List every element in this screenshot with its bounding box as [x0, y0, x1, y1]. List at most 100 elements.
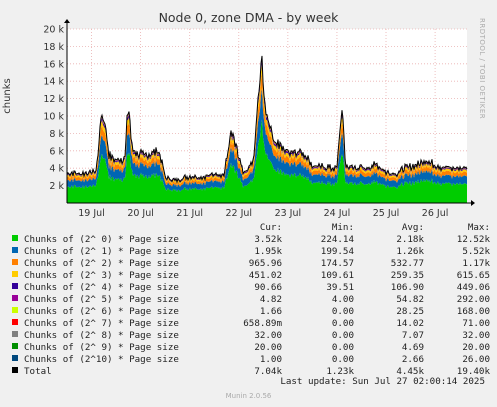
series-area-2	[67, 72, 467, 188]
legend-value-max: 292.00	[456, 294, 490, 305]
legend-row: Chunks of (2^ 7) * Page size 658.89m 0.00 1…	[12, 318, 490, 330]
y-tick-label: 6 k	[49, 146, 64, 157]
x-tick-label: 24 Jul	[324, 208, 351, 219]
legend-row: Chunks of (2^ 4) * Page size 90.66 39.51 10…	[12, 282, 490, 294]
legend-value-max: 1.17k	[462, 258, 490, 269]
legend-series-name: Chunks of (2^ 5) * Page size	[12, 294, 212, 306]
legend-row: Total 7.04k 1.23k 4.45k 19.40k	[12, 366, 490, 378]
legend-series-name: Chunks of (2^ 8) * Page size	[12, 330, 212, 342]
legend-row: Chunks of (2^ 9) * Page size 20.00 0.00 4.6…	[12, 342, 490, 354]
legend-row: Chunks of (2^ 2) * Page size 965.96 174.57…	[12, 258, 490, 270]
legend-series-name: Chunks of (2^ 3) * Page size	[12, 270, 212, 282]
legend-value-cur: 1.95k	[254, 246, 282, 257]
legend-row: Chunks of (2^ 6) * Page size 1.66 0.00 28.2…	[12, 306, 490, 318]
legend-swatch	[12, 331, 18, 337]
legend-value-avg: 2.66	[401, 354, 424, 365]
legend: Cur: Min: Avg: Max: Chunks of (2^ 0) * P…	[12, 222, 490, 378]
y-tick-label: 14 k	[43, 77, 64, 88]
legend-value-avg: 2.18k	[396, 234, 424, 245]
legend-value-max: 71.00	[462, 318, 490, 329]
x-tick-label: 22 Jul	[225, 208, 252, 219]
series-area-0	[67, 119, 467, 203]
legend-series-name: Chunks of (2^ 7) * Page size	[12, 318, 212, 330]
y-tick-label: 10 k	[43, 112, 64, 123]
legend-value-min: 224.14	[320, 234, 354, 245]
legend-value-min: 199.54	[320, 246, 354, 257]
munin-version: Munin 2.0.56	[225, 392, 272, 400]
legend-swatch	[12, 259, 18, 265]
legend-value-avg: 259.35	[390, 270, 424, 281]
legend-series-name: Total	[12, 366, 212, 378]
x-tick-label: 20 Jul	[127, 208, 154, 219]
legend-value-cur: 451.02	[248, 270, 282, 281]
legend-row: Chunks of (2^ 1) * Page size 1.95k 199.54 1…	[12, 246, 490, 258]
legend-value-avg: 28.25	[396, 306, 424, 317]
legend-swatch	[12, 343, 18, 349]
y-tick-label: 18 k	[43, 42, 64, 53]
legend-value-min: 4.00	[331, 294, 354, 305]
legend-header-avg: Avg:	[401, 222, 424, 233]
legend-value-cur: 90.66	[254, 282, 282, 293]
legend-value-cur: 658.89m	[243, 318, 282, 329]
legend-value-max: 615.65	[456, 270, 490, 281]
legend-swatch	[12, 319, 18, 325]
x-tick-label: 23 Jul	[275, 208, 302, 219]
legend-value-max: 20.00	[462, 342, 490, 353]
y-tick-label: 16 k	[43, 59, 64, 70]
y-tick-label: 2 k	[49, 181, 64, 192]
legend-value-min: 1.23k	[326, 366, 354, 377]
series-area-3	[67, 64, 467, 185]
legend-value-max: 168.00	[456, 306, 490, 317]
y-tick-label: 8 k	[49, 129, 64, 140]
legend-value-cur: 965.96	[248, 258, 282, 269]
last-update: Last update: Sun Jul 27 02:00:14 2025	[280, 376, 485, 387]
legend-swatch	[12, 355, 18, 361]
series-total-line	[66, 55, 468, 184]
legend-value-min: 0.00	[331, 354, 354, 365]
legend-series-name: Chunks of (2^ 6) * Page size	[12, 306, 212, 318]
legend-row: Chunks of (2^10) * Page size 1.00 0.00 2.66…	[12, 354, 490, 366]
legend-value-min: 109.61	[320, 270, 354, 281]
legend-header-row: Cur: Min: Avg: Max:	[12, 222, 490, 234]
legend-value-cur: 20.00	[254, 342, 282, 353]
x-tick-label: 19 Jul	[78, 208, 105, 219]
legend-header-min: Min:	[331, 222, 354, 233]
x-axis-arrow	[471, 200, 475, 206]
legend-swatch	[12, 367, 18, 373]
legend-swatch	[12, 247, 18, 253]
legend-series-name: Chunks of (2^10) * Page size	[12, 354, 212, 366]
x-tick-label: 25 Jul	[373, 208, 400, 219]
legend-swatch	[12, 271, 18, 277]
legend-series-name: Chunks of (2^ 4) * Page size	[12, 282, 212, 294]
legend-series-name: Chunks of (2^ 1) * Page size	[12, 246, 212, 258]
legend-series-name: Chunks of (2^ 0) * Page size	[12, 234, 212, 246]
y-tick-label: 4 k	[49, 164, 64, 175]
rrdtool-watermark: RRDTOOL / TOBI OETIKER	[478, 18, 486, 120]
legend-value-max: 12.52k	[456, 234, 490, 245]
legend-value-avg: 4.69	[401, 342, 424, 353]
chart-title: Node 0, zone DMA - by week	[158, 10, 339, 25]
legend-series-name: Chunks of (2^ 2) * Page size	[12, 258, 212, 270]
legend-value-min: 0.00	[331, 342, 354, 353]
legend-swatch	[12, 295, 18, 301]
x-tick-label: 26 Jul	[422, 208, 449, 219]
legend-swatch	[12, 235, 18, 241]
legend-series-name: Chunks of (2^ 9) * Page size	[12, 342, 212, 354]
legend-value-cur: 3.52k	[254, 234, 282, 245]
legend-row: Chunks of (2^ 8) * Page size 32.00 0.00 7.0…	[12, 330, 490, 342]
legend-value-cur: 1.66	[259, 306, 282, 317]
legend-value-avg: 7.07	[401, 330, 424, 341]
legend-value-max: 32.00	[462, 330, 490, 341]
legend-value-cur: 32.00	[254, 330, 282, 341]
legend-header-cur: Cur:	[259, 222, 282, 233]
legend-row: Chunks of (2^ 5) * Page size 4.82 4.00 54.8…	[12, 294, 490, 306]
y-axis-arrow	[64, 19, 70, 23]
legend-value-cur: 7.04k	[254, 366, 282, 377]
legend-value-max: 5.52k	[462, 246, 490, 257]
legend-swatch	[12, 283, 18, 289]
y-tick-label: 20 k	[43, 25, 64, 36]
legend-value-cur: 4.82	[259, 294, 282, 305]
legend-value-avg: 54.82	[396, 294, 424, 305]
legend-value-min: 0.00	[331, 318, 354, 329]
